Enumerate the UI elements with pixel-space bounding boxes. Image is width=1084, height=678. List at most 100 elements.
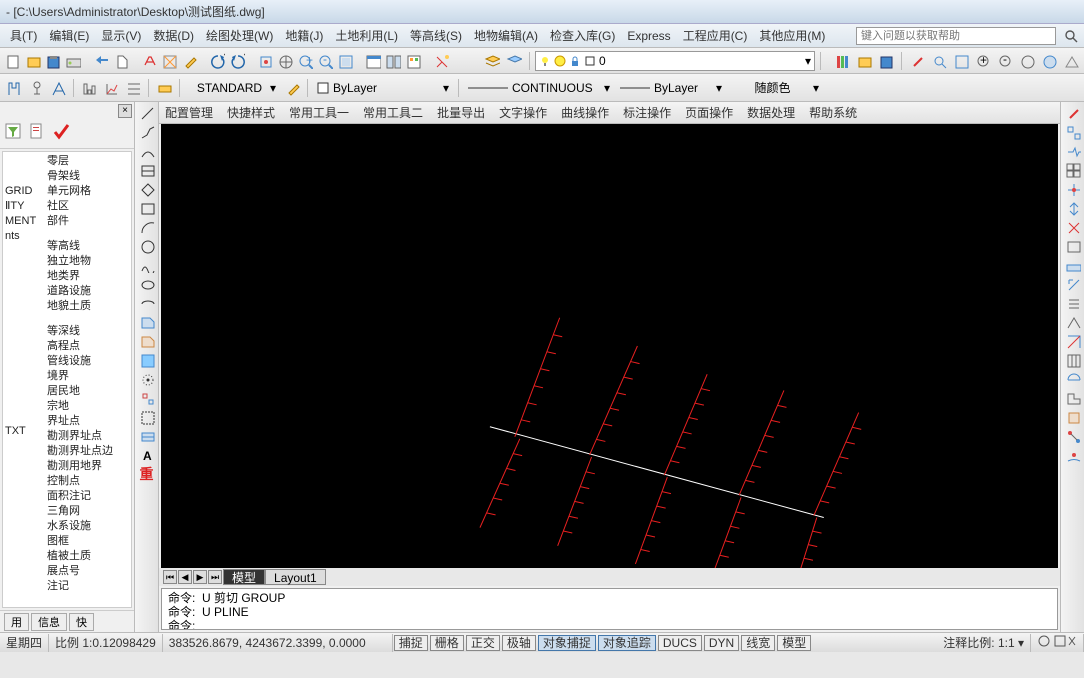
- drawing-canvas[interactable]: [161, 124, 1058, 568]
- draw-tool-10[interactable]: [137, 294, 157, 312]
- ext-menu-item[interactable]: 配置管理: [165, 104, 213, 121]
- std-btn-10[interactable]: [180, 51, 198, 71]
- lineweight-combo[interactable]: ByLayer▾: [616, 81, 726, 95]
- ext-menu-item[interactable]: 批量导出: [437, 104, 485, 121]
- redo-cn-icon[interactable]: 重: [137, 465, 157, 483]
- ext-menu-item[interactable]: 常用工具一: [289, 104, 349, 121]
- std-btn-18[interactable]: -: [316, 51, 334, 71]
- tree-node[interactable]: [5, 319, 45, 334]
- panel-tab[interactable]: 用: [4, 613, 29, 631]
- color-combo[interactable]: ByLayer▾: [313, 81, 453, 95]
- tree-node[interactable]: GRID: [5, 184, 45, 199]
- layer-item[interactable]: 控制点: [47, 474, 129, 489]
- layer-item[interactable]: 等高线: [47, 239, 129, 254]
- linetype-combo[interactable]: CONTINUOUS▾: [464, 81, 614, 95]
- std-btn-5[interactable]: [92, 51, 110, 71]
- menu-item[interactable]: 工程应用(C): [677, 27, 754, 44]
- status-toggle-捕捉[interactable]: 捕捉: [394, 635, 428, 651]
- menu-item[interactable]: 地籍(J): [279, 27, 329, 44]
- tree-node[interactable]: [5, 289, 45, 304]
- search-icon[interactable]: [1062, 27, 1080, 45]
- check-icon[interactable]: [52, 122, 72, 142]
- status-toggle-正交[interactable]: 正交: [466, 635, 500, 651]
- draw-tool-12[interactable]: [137, 332, 157, 350]
- modify-tool-11[interactable]: [1063, 313, 1083, 331]
- filter-icon[interactable]: [4, 122, 24, 142]
- tree-node[interactable]: MENT: [5, 214, 45, 229]
- std2-btn-2[interactable]: [876, 51, 896, 71]
- menu-item[interactable]: 具(T): [4, 27, 43, 44]
- layer-item[interactable]: 居民地: [47, 384, 129, 399]
- modify-tool-17[interactable]: [1063, 427, 1083, 445]
- std2-btn-1[interactable]: [854, 51, 874, 71]
- status-tools[interactable]: [1031, 634, 1084, 652]
- ext-menu-item[interactable]: 标注操作: [623, 104, 671, 121]
- close-icon[interactable]: ×: [118, 104, 132, 118]
- layer-item[interactable]: 社区: [47, 199, 129, 214]
- tree-node[interactable]: [5, 169, 45, 184]
- menu-item[interactable]: 检查入库(G): [544, 27, 621, 44]
- layer-item[interactable]: 单元网格: [47, 184, 129, 199]
- layer-item[interactable]: 植被土质: [47, 549, 129, 564]
- menu-item[interactable]: 绘图处理(W): [200, 27, 279, 44]
- draw-tool-7[interactable]: [137, 237, 157, 255]
- tab-layout1[interactable]: Layout1: [265, 569, 326, 585]
- dim-btn-4[interactable]: [79, 78, 99, 98]
- dim-btn-5[interactable]: [101, 78, 121, 98]
- std2-btn-7[interactable]: +: [973, 51, 993, 71]
- modify-tool-6[interactable]: [1063, 218, 1083, 236]
- draw-tool-14[interactable]: [137, 370, 157, 388]
- std2-btn-0[interactable]: [832, 51, 852, 71]
- std-btn-3[interactable]: [64, 51, 82, 71]
- std-btn-13[interactable]: ▾: [228, 51, 246, 71]
- modify-tool-1[interactable]: [1063, 123, 1083, 141]
- tree-node[interactable]: [5, 304, 45, 319]
- status-toggle-栅格[interactable]: 栅格: [430, 635, 464, 651]
- menu-item[interactable]: 其他应用(M): [753, 27, 831, 44]
- modify-tool-10[interactable]: [1063, 294, 1083, 312]
- std-btn-2[interactable]: [44, 51, 62, 71]
- menu-item[interactable]: Express: [621, 29, 676, 43]
- plot-style-combo[interactable]: 随颜色▾: [728, 79, 823, 96]
- layer-item[interactable]: 骨架线: [47, 169, 129, 184]
- draw-tool-17[interactable]: [137, 427, 157, 445]
- std2-btn-9[interactable]: [1017, 51, 1037, 71]
- modify-tool-3[interactable]: [1063, 161, 1083, 179]
- tree-node[interactable]: [5, 394, 45, 409]
- draw-tool-15[interactable]: [137, 389, 157, 407]
- draw-tool-5[interactable]: [137, 199, 157, 217]
- std-btn-16[interactable]: [276, 51, 294, 71]
- menu-item[interactable]: 数据(D): [147, 27, 200, 44]
- dim2-btn-0[interactable]: [282, 78, 302, 98]
- modify-tool-4[interactable]: [1063, 180, 1083, 198]
- std-btn-0[interactable]: [4, 51, 22, 71]
- layer-item[interactable]: 宗地: [47, 399, 129, 414]
- draw-tool-11[interactable]: [137, 313, 157, 331]
- dim-btn-2[interactable]: [48, 78, 68, 98]
- std-btn-23[interactable]: [404, 51, 422, 71]
- std-btn-9[interactable]: [160, 51, 178, 71]
- draw-tool-3[interactable]: [137, 161, 157, 179]
- modify-tool-18[interactable]: [1063, 446, 1083, 464]
- panel-tab[interactable]: 快: [69, 613, 94, 631]
- help-search-input[interactable]: [856, 27, 1056, 45]
- modify-tool-16[interactable]: [1063, 408, 1083, 426]
- draw-tool-6[interactable]: [137, 218, 157, 236]
- std-btn-1[interactable]: [24, 51, 42, 71]
- layer-item[interactable]: 道路设施: [47, 284, 129, 299]
- draw-tool-9[interactable]: [137, 275, 157, 293]
- modify-tool-12[interactable]: [1063, 332, 1083, 350]
- modify-tool-5[interactable]: [1063, 199, 1083, 217]
- status-toggle-模型[interactable]: 模型: [777, 635, 811, 651]
- draw-tool-0[interactable]: [137, 104, 157, 122]
- modify-tool-9[interactable]: [1063, 275, 1083, 293]
- ext-menu-item[interactable]: 帮助系统: [809, 104, 857, 121]
- std2-btn-6[interactable]: [951, 51, 971, 71]
- layer-item[interactable]: 界址点: [47, 414, 129, 429]
- tab-model[interactable]: 模型: [223, 569, 265, 585]
- layer-item[interactable]: 境界: [47, 369, 129, 384]
- std2-btn-11[interactable]: [1061, 51, 1081, 71]
- layer-item[interactable]: 图框: [47, 534, 129, 549]
- draw-tool-18[interactable]: A: [137, 446, 157, 464]
- layer-combo[interactable]: 0▾: [535, 51, 815, 71]
